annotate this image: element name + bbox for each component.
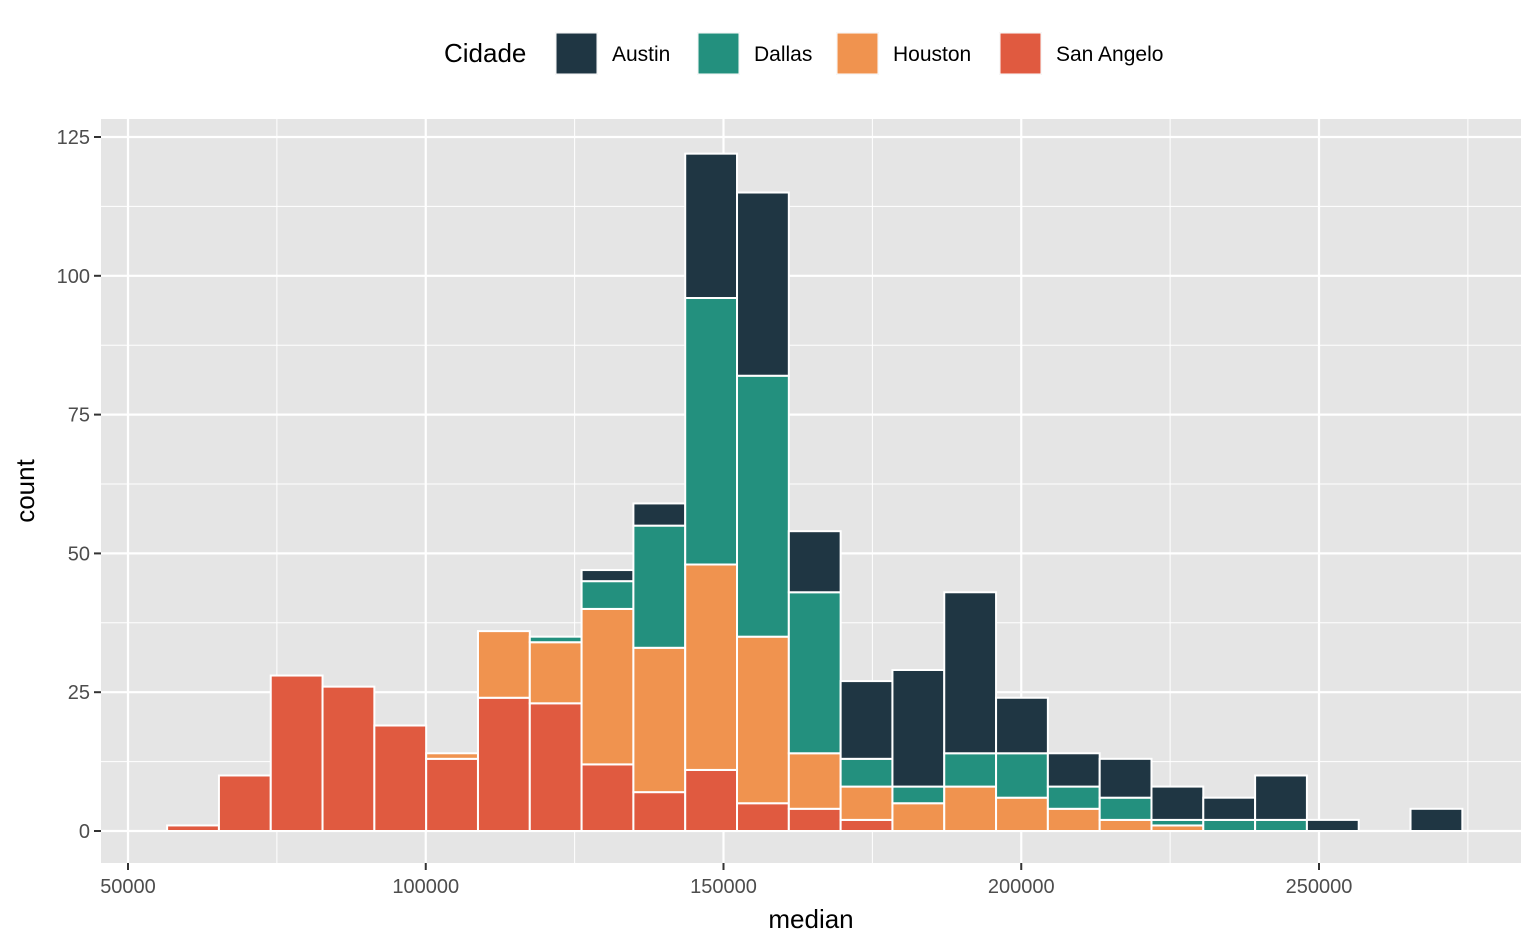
bar-austin [1150, 785, 1205, 821]
bar-dallas [632, 524, 687, 649]
bar-austin [1409, 807, 1464, 832]
bar-austin [736, 191, 790, 377]
legend-swatch-dallas [697, 32, 740, 75]
bar-houston [787, 752, 842, 810]
bar-dallas [1098, 796, 1153, 821]
y-tick-label: 75 [68, 405, 90, 427]
y-tick-label: 100 [57, 266, 90, 288]
x-tick-label: 50000 [100, 876, 156, 898]
bar-san-angelo [839, 818, 894, 832]
bar-austin [995, 696, 1049, 755]
legend-swatch-austin [555, 32, 598, 75]
bar-dallas [787, 591, 842, 755]
y-tick-label: 125 [57, 127, 90, 149]
bar-austin [1305, 818, 1360, 832]
bar-san-angelo [166, 824, 220, 832]
bar-san-angelo [476, 696, 531, 833]
y-axis: 0 25 50 75 100 125 [57, 127, 101, 843]
bar-austin [684, 152, 739, 300]
legend-label-dallas: Dallas [754, 43, 812, 66]
bar-dallas [528, 635, 583, 644]
bar-dallas [736, 374, 790, 638]
bar-dallas [995, 752, 1049, 799]
legend-label-san-angelo: San Angelo [1056, 43, 1163, 66]
bar-dallas [580, 580, 635, 610]
bar-houston [425, 752, 479, 760]
bar-austin [787, 530, 842, 594]
bar-houston [528, 641, 583, 705]
x-tick-label: 150000 [690, 876, 757, 898]
bar-austin [943, 591, 998, 755]
bar-san-angelo [787, 807, 842, 832]
bar-dallas [891, 785, 946, 805]
bar-dallas [943, 752, 998, 788]
legend-swatch-houston [836, 32, 879, 75]
bar-houston [943, 785, 998, 832]
bar-san-angelo [269, 674, 324, 832]
bar-houston [1046, 807, 1101, 832]
bar-houston [476, 630, 531, 699]
bar-san-angelo [321, 685, 376, 833]
bar-houston [995, 796, 1049, 832]
bar-houston [736, 635, 790, 805]
bar-houston [632, 646, 687, 794]
bar-san-angelo [217, 774, 272, 832]
bar-dallas [684, 297, 739, 566]
bar-dallas [1046, 785, 1101, 810]
bar-san-angelo [632, 791, 687, 832]
bar-austin [1046, 752, 1101, 788]
y-tick-label: 50 [68, 543, 90, 565]
legend-label-austin: Austin [612, 43, 670, 66]
bar-austin [839, 680, 894, 760]
bar-san-angelo [425, 757, 479, 832]
bar-houston [1098, 818, 1153, 832]
bar-houston [580, 607, 635, 766]
bar-austin [580, 569, 635, 583]
x-axis: 50000 100000 150000 200000 250000 [100, 863, 1352, 898]
bar-dallas [839, 757, 894, 788]
legend: Cidade Austin Dallas Houston San Angelo [444, 32, 1163, 75]
bar-austin [891, 668, 946, 788]
bar-austin [1098, 757, 1153, 799]
x-tick-label: 100000 [392, 876, 459, 898]
legend-title: Cidade [444, 38, 526, 68]
bar-austin [1202, 796, 1257, 821]
x-axis-title: median [768, 904, 853, 934]
bar-san-angelo [684, 768, 739, 832]
bar-houston [839, 785, 894, 821]
bar-san-angelo [373, 724, 428, 833]
y-tick-label: 0 [79, 821, 90, 843]
bar-austin [1254, 774, 1308, 821]
bar-dallas [1202, 818, 1257, 832]
x-tick-label: 200000 [988, 876, 1055, 898]
bar-houston [891, 802, 946, 832]
bar-san-angelo [528, 702, 583, 833]
bar-san-angelo [580, 763, 635, 832]
bar-dallas [1254, 818, 1308, 832]
x-tick-label: 250000 [1286, 876, 1353, 898]
legend-label-houston: Houston [893, 43, 971, 66]
bar-san-angelo [736, 802, 790, 832]
y-tick-label: 25 [68, 682, 90, 704]
bars [166, 152, 1464, 833]
bar-austin [632, 502, 687, 527]
y-axis-title: count [10, 458, 40, 522]
legend-swatch-san-angelo [999, 32, 1042, 75]
bar-houston [684, 563, 739, 771]
